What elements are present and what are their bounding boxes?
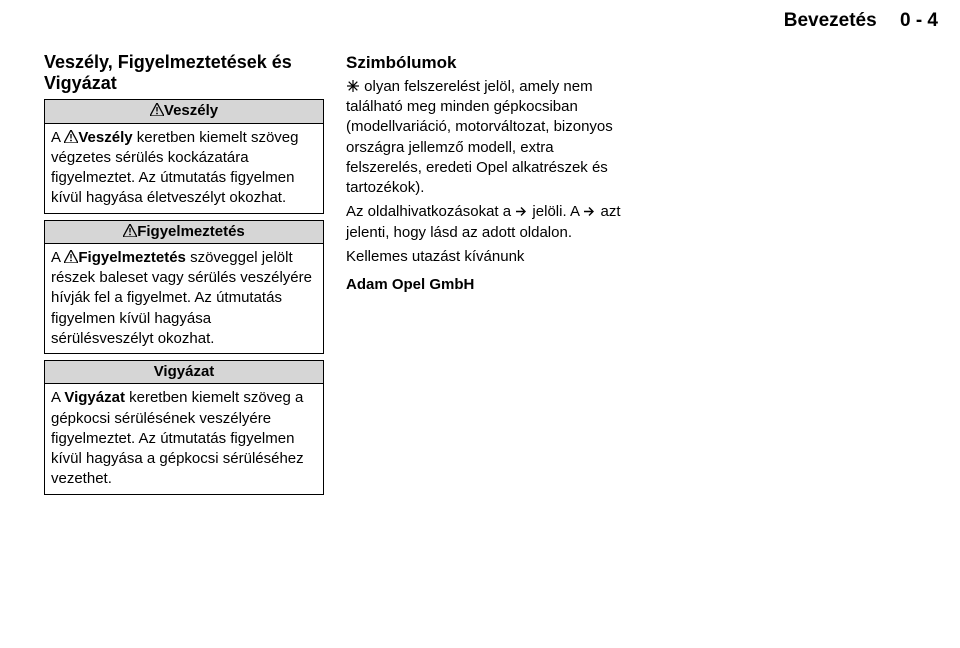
caution-text: A Vigyázat keretben kiemelt szöveg a gép… <box>51 388 317 489</box>
warning-callout: Figyelmeztetés A Figyelmeztetés szövegge… <box>44 220 324 355</box>
danger-label: Veszély <box>164 102 218 119</box>
warning-text: A Figyelmeztetés szöveggel jelölt részek… <box>51 248 317 349</box>
caution-callout: Vigyázat A Vigyázat keretben kiemelt szö… <box>44 360 324 495</box>
warning-triangle-icon <box>64 130 78 143</box>
page-header: Bevezetés 0 - 4 <box>784 8 938 34</box>
caution-callout-header: Vigyázat <box>45 361 323 384</box>
company-signoff: Adam Opel GmbH <box>346 275 626 295</box>
column-3 <box>648 52 928 501</box>
danger-text: A Veszély keretben kiemelt szöveg végzet… <box>51 128 317 209</box>
caution-label: Vigyázat <box>154 363 215 380</box>
snowflake-icon <box>346 78 360 95</box>
symbols-para-1: olyan felszerelést jelöl, amely nem talá… <box>346 77 626 199</box>
symbols-heading: Szimbólumok <box>346 52 626 75</box>
warning-triangle-icon <box>123 224 137 237</box>
warning-callout-header: Figyelmeztetés <box>45 221 323 244</box>
danger-callout: Veszély A Veszély keretben kiemelt szöve… <box>44 99 324 213</box>
page-arrow-icon <box>515 203 528 220</box>
symbols-para-2: Az oldalhivatkozásokat a jelöli. A azt j… <box>346 202 626 243</box>
symbols-para-3: Kellemes utazást kívánunk <box>346 247 626 267</box>
header-section: Bevezetés <box>784 10 877 31</box>
column-1: Veszély, Figyelmeztetések és Vigyázat Ve… <box>44 52 324 501</box>
page-arrow-icon <box>583 203 596 220</box>
danger-callout-header: Veszély <box>45 100 323 123</box>
column-2: Szimbólumok olyan felszerelést jelöl, am… <box>346 52 626 501</box>
warning-label: Figyelmeztetés <box>137 223 245 240</box>
section-title: Veszély, Figyelmeztetések és Vigyázat <box>44 52 324 93</box>
warning-triangle-icon <box>150 103 164 116</box>
header-pagenum: 0 - 4 <box>900 10 938 31</box>
warning-triangle-icon <box>64 250 78 263</box>
